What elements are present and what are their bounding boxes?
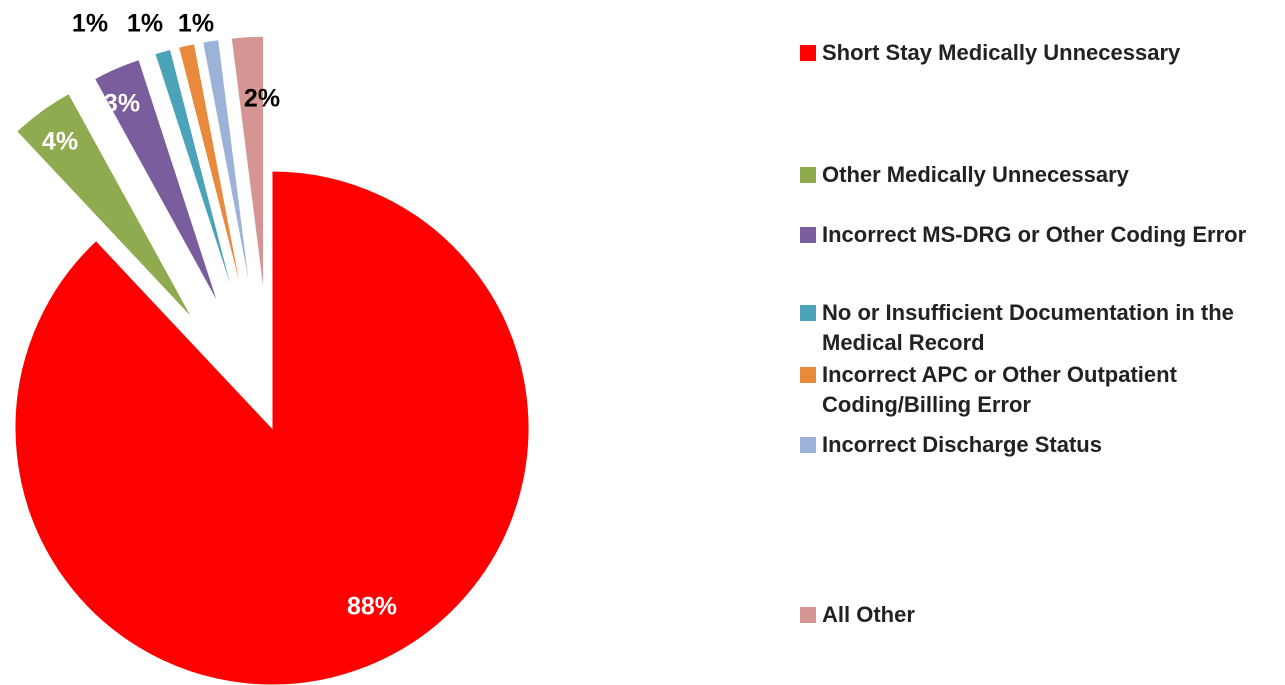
legend-label: Incorrect APC or Other Outpatient Coding…: [822, 362, 1177, 417]
data-label: 88%: [347, 593, 397, 621]
legend-item: Incorrect APC or Other Outpatient Coding…: [800, 360, 1280, 420]
legend-label: Incorrect MS-DRG or Other Coding Error: [822, 222, 1247, 247]
legend-label: Other Medically Unnecessary: [822, 162, 1129, 187]
pie-slice: [178, 43, 244, 297]
data-label: 3%: [104, 90, 140, 118]
legend-label: Short Stay Medically Unnecessary: [822, 40, 1181, 65]
data-label: 1%: [72, 10, 108, 38]
data-label: 1%: [178, 10, 214, 38]
pie-slice: [14, 170, 530, 685]
legend-item: Other Medically Unnecessary: [800, 160, 1280, 190]
legend-item: No or Insufficient Documentation in the …: [800, 298, 1280, 358]
pie-slice: [230, 35, 265, 294]
legend-swatch: [800, 437, 816, 453]
pie-slice: [16, 92, 194, 320]
pie-slice: [202, 39, 252, 295]
legend-swatch: [800, 607, 816, 623]
legend-item: Incorrect MS-DRG or Other Coding Error: [800, 220, 1280, 250]
legend-swatch: [800, 367, 816, 383]
legend-item: All Other: [800, 600, 1280, 630]
legend-swatch: [800, 305, 816, 321]
legend-item: Incorrect Discharge Status: [800, 430, 1280, 460]
legend-label: Incorrect Discharge Status: [822, 432, 1102, 457]
data-label: 4%: [42, 128, 78, 156]
legend-label: All Other: [822, 602, 915, 627]
legend-swatch: [800, 167, 816, 183]
pie-slice: [154, 48, 235, 299]
legend-swatch: [800, 45, 816, 61]
data-label: 2%: [244, 85, 280, 113]
legend-swatch: [800, 227, 816, 243]
pie-slice: [93, 59, 219, 305]
legend-item: Short Stay Medically Unnecessary: [800, 38, 1280, 68]
legend-label: No or Insufficient Documentation in the …: [822, 300, 1234, 355]
data-label: 1%: [127, 10, 163, 38]
